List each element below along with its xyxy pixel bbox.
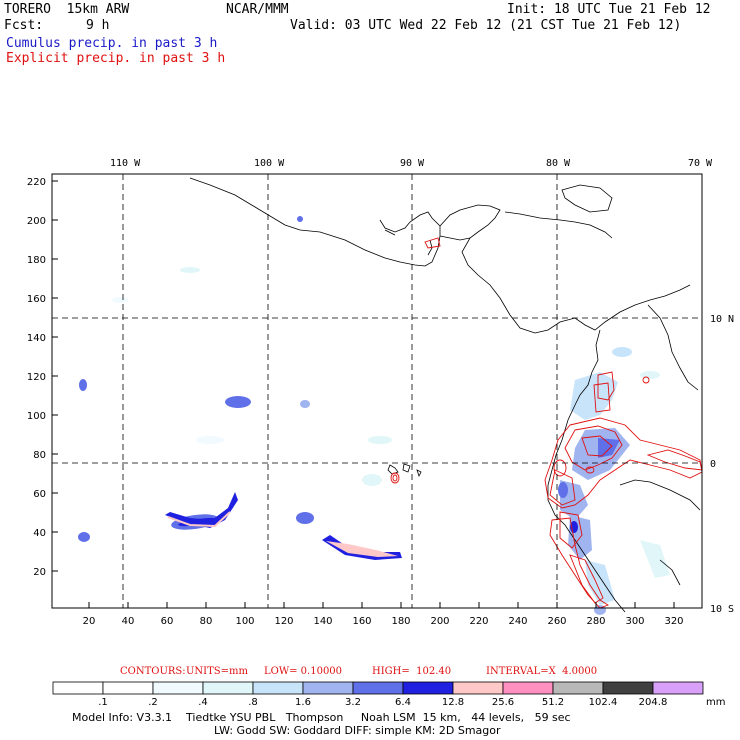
colorbar-label: 12.8 (441, 697, 465, 708)
colorbar-label: 204.8 (638, 697, 668, 708)
contour-low: LOW= 0.10000 (264, 666, 343, 677)
colorbar-cell (602, 681, 654, 695)
fcst-value: 9 h (86, 18, 110, 33)
x-tick-label: 120 (274, 616, 293, 627)
lat-lon-gridlines (52, 174, 702, 608)
contour-units: UNITS=mm (186, 666, 248, 677)
x-tick-label: 300 (625, 616, 644, 627)
y-tick-label: 220 (27, 177, 46, 188)
colorbar-label: .1 (98, 697, 108, 708)
colorbar-label: 102.4 (588, 697, 618, 708)
y-tick-label: 160 (27, 294, 46, 305)
model-name: TORERO 15km ARW (4, 2, 130, 17)
colorbar-cell (302, 681, 354, 695)
y-tick-label: 200 (27, 216, 46, 227)
colorbar-cell (502, 681, 554, 695)
colorbar-label: 25.6 (491, 697, 515, 708)
y-tick-label: 100 (27, 411, 46, 422)
cumulus-legend: Cumulus precip. in past 3 h (6, 36, 218, 51)
contour-info: CONTOURS: UNITS=mm LOW= 0.10000 HIGH= 10… (0, 666, 740, 680)
x-tick-label: 40 (122, 616, 135, 627)
x-tick-label: 20 (83, 616, 96, 627)
x-tick-label: 60 (161, 616, 174, 627)
colorbar-cell (202, 681, 254, 695)
y-tick-label: 20 (33, 567, 46, 578)
x-tick-label: 280 (586, 616, 605, 627)
contour-title: CONTOURS: (120, 666, 186, 677)
colorbar-cell (252, 681, 304, 695)
colorbar-cell (52, 681, 104, 695)
colorbar-cell (102, 681, 154, 695)
y-tick-label: 120 (27, 372, 46, 383)
explicit-legend: Explicit precip. in past 3 h (6, 51, 226, 66)
lat-label: 10 N (710, 314, 734, 325)
colorbar-cell (352, 681, 404, 695)
colorbar-label: 1.6 (295, 697, 311, 708)
lon-label: 100 W (254, 158, 285, 169)
precip-map: 110 W 100 W 90 W 80 W 70 W 10 N 0 10 S (27, 158, 734, 627)
x-tick-label: 320 (664, 616, 683, 627)
colorbar-cell (552, 681, 604, 695)
lon-label: 110 W (110, 158, 141, 169)
coastlines (189, 177, 701, 613)
x-tick-label: 160 (352, 616, 371, 627)
lon-label: 80 W (546, 158, 571, 169)
colorbar-cell (402, 681, 454, 695)
model-info-line2: LW: Godd SW: Goddard DIFF: simple KM: 2D… (214, 724, 501, 737)
lat-label: 10 S (710, 604, 734, 615)
colorbar-label: 3.2 (345, 697, 361, 708)
x-tick-label: 220 (469, 616, 488, 627)
x-tick-label: 200 (430, 616, 449, 627)
colorbar-cell (652, 681, 704, 695)
x-tick-label: 140 (313, 616, 332, 627)
lon-label: 90 W (400, 158, 425, 169)
y-tick-label: 40 (33, 528, 46, 539)
x-tick-label: 100 (235, 616, 254, 627)
lon-label: 70 W (688, 158, 713, 169)
colorbar-cell (152, 681, 204, 695)
org-name: NCAR/MMM (226, 2, 289, 17)
y-tick-label: 60 (33, 489, 46, 500)
model-info-line1: Model Info: V3.3.1 Tiedtke YSU PBL Thomp… (72, 711, 571, 724)
y-tick-label: 180 (27, 255, 46, 266)
valid-time: Valid: 03 UTC Wed 22 Feb 12 (21 CST Tue … (290, 18, 682, 33)
contour-high: HIGH= 102.40 (372, 666, 452, 677)
y-tick-label: 80 (33, 450, 46, 461)
colorbar-label: .2 (148, 697, 158, 708)
x-tick-label: 180 (391, 616, 410, 627)
colorbar-label: .8 (248, 697, 258, 708)
colorbar-label: 51.2 (541, 697, 565, 708)
color-bar (52, 681, 704, 695)
colorbar-unit: mm (706, 697, 726, 708)
y-tick-label: 140 (27, 333, 46, 344)
contour-interval: INTERVAL=X 4.0000 (486, 666, 598, 677)
cumulus-precip-shading (78, 216, 670, 615)
explicit-precip-contours (390, 237, 703, 609)
init-time: Init: 18 UTC Tue 21 Feb 12 (507, 2, 711, 17)
lat-label: 0 (710, 459, 716, 470)
fcst-label: Fcst: (4, 18, 44, 33)
x-tick-label: 80 (200, 616, 213, 627)
colorbar-label: 6.4 (395, 697, 411, 708)
map-frame (51, 173, 703, 609)
x-tick-label: 240 (508, 616, 527, 627)
colorbar-label: .4 (198, 697, 208, 708)
colorbar-cell (452, 681, 504, 695)
x-tick-label: 260 (547, 616, 566, 627)
